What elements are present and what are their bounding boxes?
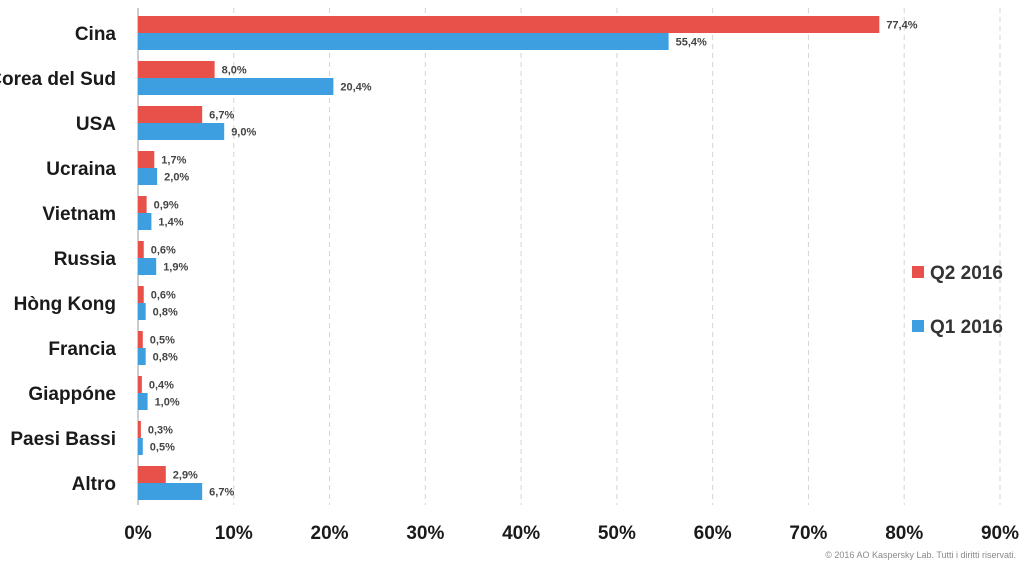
legend-label: Q2 2016	[930, 263, 1003, 284]
data-label: 20,4%	[340, 82, 371, 94]
data-label: 1,9%	[163, 262, 188, 274]
category-label: Altro	[72, 474, 116, 495]
copyright-text: © 2016 AO Kaspersky Lab. Tutti i diritti…	[825, 550, 1016, 560]
bar	[138, 106, 203, 123]
category-label: Russia	[54, 249, 117, 270]
x-tick-label: 20%	[311, 523, 349, 544]
data-label: 77,4%	[886, 20, 917, 32]
x-tick-label: 60%	[694, 523, 732, 544]
data-label: 0,8%	[153, 352, 178, 364]
data-label: 1,7%	[161, 155, 186, 167]
data-label: 0,5%	[150, 335, 175, 347]
x-tick-label: 10%	[215, 523, 253, 544]
bar	[138, 123, 225, 140]
category-label: Corea del Sud	[0, 69, 116, 90]
bar	[138, 168, 158, 185]
x-tick-label: 50%	[598, 523, 636, 544]
data-label: 0,3%	[148, 425, 173, 437]
bar	[138, 393, 148, 410]
data-label: 0,4%	[149, 380, 174, 392]
x-tick-label: 30%	[406, 523, 444, 544]
legend: Q2 2016 Q1 2016	[912, 263, 1003, 338]
legend-swatch	[912, 266, 924, 278]
category-label: Ucraina	[46, 159, 116, 180]
data-label: 0,6%	[151, 245, 176, 257]
x-tick-label: 0%	[124, 523, 152, 544]
bar	[138, 33, 669, 50]
x-tick-label: 70%	[789, 523, 827, 544]
category-label: USA	[76, 114, 116, 135]
data-label: 55,4%	[676, 37, 707, 49]
data-label: 6,7%	[209, 487, 234, 499]
data-label: 1,4%	[158, 217, 183, 229]
bar	[138, 196, 147, 213]
data-label: 0,9%	[154, 200, 179, 212]
bar	[138, 78, 334, 95]
data-label: 0,8%	[153, 307, 178, 319]
data-label: 0,5%	[150, 442, 175, 454]
bar	[138, 61, 215, 78]
data-label: 6,7%	[209, 110, 234, 122]
bar	[138, 286, 144, 303]
legend-label: Q1 2016	[930, 317, 1003, 338]
bar	[138, 438, 143, 455]
data-label: 9,0%	[231, 127, 256, 139]
category-label: Giappóne	[28, 384, 116, 405]
data-label: 8,0%	[222, 65, 247, 77]
category-label: Francia	[48, 339, 116, 360]
category-label: Vietnam	[42, 204, 116, 225]
bar	[138, 376, 142, 393]
bar	[138, 213, 152, 230]
labels-layer: Cina 77,4% 55,4% Corea del Sud 8,0% 20,4% USA 6…	[0, 20, 918, 499]
x-tick-label: 40%	[502, 523, 540, 544]
data-label: 1,0%	[155, 397, 180, 409]
x-tick-label: 90%	[981, 523, 1019, 544]
data-label: 0,6%	[151, 290, 176, 302]
bar	[138, 151, 155, 168]
bar	[138, 303, 146, 320]
bar	[138, 258, 157, 275]
data-label: 2,0%	[164, 172, 189, 184]
legend-swatch	[912, 320, 924, 332]
x-axis-ticks: 0% 10% 20% 30% 40% 50% 60% 70% 80% 90%	[124, 523, 1019, 544]
category-label: Paesi Bassi	[10, 429, 116, 450]
bar	[138, 348, 146, 365]
bar	[138, 16, 880, 33]
bar	[138, 331, 143, 348]
bar	[138, 466, 166, 483]
bar	[138, 483, 203, 500]
bars-layer	[138, 16, 880, 500]
category-label: Hòng Kong	[14, 294, 116, 315]
bar	[138, 241, 144, 258]
data-label: 2,9%	[173, 470, 198, 482]
x-tick-label: 80%	[885, 523, 923, 544]
category-label: Cina	[75, 24, 117, 45]
bar	[138, 421, 141, 438]
